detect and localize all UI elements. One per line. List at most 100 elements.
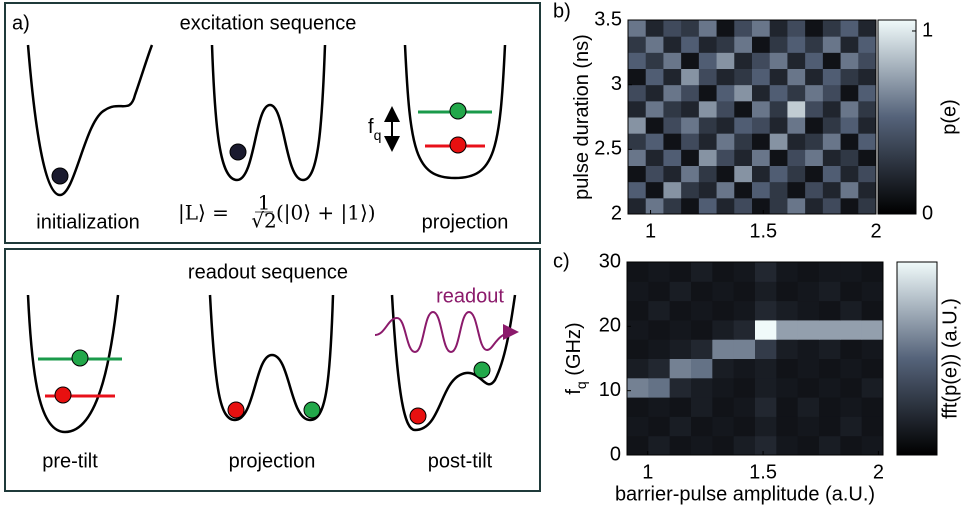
formula-right: (|0⟩ + |1⟩) xyxy=(276,201,376,226)
heatmap-cell xyxy=(822,165,842,183)
heatmap-cell xyxy=(691,300,713,321)
heatmap-cell xyxy=(681,68,700,86)
state-ball xyxy=(473,361,491,379)
heatmap-cell xyxy=(840,377,863,398)
heatmap-cell xyxy=(861,300,884,321)
heatmap-cell xyxy=(840,100,859,118)
heatmap-cell xyxy=(805,133,824,150)
heatmap-cell xyxy=(797,300,820,321)
panel-title: excitation sequence xyxy=(180,12,357,34)
heatmap-cell xyxy=(691,281,713,302)
heatmap-cell xyxy=(691,262,713,282)
heatmap-cell xyxy=(712,262,735,282)
heatmap-cell xyxy=(628,133,647,150)
heatmap-cell xyxy=(797,262,820,282)
heatmap-cell xyxy=(645,133,664,150)
heatmap-cell xyxy=(734,36,753,53)
heatmap-cell xyxy=(787,68,806,86)
heatmap-cell xyxy=(716,133,735,150)
heatmap-cell xyxy=(628,68,647,86)
heatmap-cell xyxy=(716,117,735,134)
heatmap-cell xyxy=(681,36,700,53)
heatmap-cell xyxy=(628,117,647,134)
heatmap-cell xyxy=(840,36,859,53)
heatmap-cell xyxy=(805,165,824,183)
y-tick-label: 0 xyxy=(610,443,621,465)
heatmap-cell xyxy=(734,133,753,150)
panel-frame xyxy=(4,248,541,492)
formula-den: √2 xyxy=(251,209,276,233)
heatmap-cell xyxy=(628,52,647,69)
heatmap-cell xyxy=(769,20,788,37)
heatmap-cell xyxy=(734,165,753,183)
heatmap-cell xyxy=(752,36,771,53)
heatmap-cell xyxy=(861,319,884,340)
heatmap-cell xyxy=(822,84,842,102)
heatmap-cell xyxy=(787,20,806,37)
heatmap-cell xyxy=(797,281,820,302)
fq-label: fq xyxy=(368,116,381,142)
heatmap-cell xyxy=(819,300,841,321)
y-axis-label-part: (GHz) xyxy=(563,322,585,381)
heatmap-cell xyxy=(755,435,777,456)
potential-well xyxy=(403,44,507,180)
heatmap-cell xyxy=(628,165,647,183)
heatmap-cell xyxy=(769,68,788,86)
heatmap-cell xyxy=(645,181,664,199)
heatmap-cell xyxy=(628,197,647,215)
heatmap-cell xyxy=(628,100,647,118)
heatmap-cell xyxy=(755,397,777,417)
heatmap-cell xyxy=(663,84,682,102)
heatmap-cell xyxy=(734,197,753,215)
heatmap-cell xyxy=(840,319,863,340)
formula-left: |L⟩ = xyxy=(178,201,229,226)
heatmap-cell xyxy=(681,165,700,183)
heatmap-cell xyxy=(797,339,820,359)
heatmap-cell xyxy=(663,68,682,86)
heatmap-cell xyxy=(627,281,649,302)
heatmap-cell xyxy=(776,416,799,437)
heatmap-cell xyxy=(861,377,884,398)
heatmap-cell xyxy=(752,149,771,166)
heatmap-cell xyxy=(669,435,692,456)
heatmap-cell xyxy=(787,100,806,118)
heatmap-cell xyxy=(840,358,863,379)
heatmap-cell xyxy=(716,84,735,102)
state-ball xyxy=(449,136,467,154)
heatmap-cell xyxy=(755,281,777,302)
heatmap-cell xyxy=(698,36,718,53)
heatmap-cell xyxy=(819,435,841,456)
colorbar-tick-label: 0 xyxy=(922,202,933,224)
heatmap-cell xyxy=(776,397,799,417)
heatmap-cell xyxy=(645,100,664,118)
x-tick-label: 1 xyxy=(642,461,653,483)
potential-well xyxy=(210,44,327,182)
fq-main: f xyxy=(368,116,374,138)
heatmap-cell xyxy=(858,68,877,86)
heatmap-cell xyxy=(733,397,756,417)
heatmap-cell xyxy=(681,20,700,37)
heatmap-cell xyxy=(752,117,771,134)
heatmap-cell xyxy=(648,435,671,456)
heatmap-cell xyxy=(628,84,647,102)
heatmap-cell xyxy=(776,262,799,282)
fq-sub: q xyxy=(374,127,382,143)
caption: projection xyxy=(422,211,509,233)
heatmap-cell xyxy=(691,339,713,359)
heatmap-cell xyxy=(733,339,756,359)
heatmap-cell xyxy=(669,281,692,302)
heatmap-cell xyxy=(712,397,735,417)
heatmap-cell xyxy=(805,52,824,69)
readout-pulse xyxy=(374,310,519,354)
heatmap-cell xyxy=(712,319,735,340)
heatmap-cell xyxy=(805,36,824,53)
heatmap-cell xyxy=(769,149,788,166)
heatmap-cell xyxy=(716,165,735,183)
heatmap-cell xyxy=(669,300,692,321)
y-tick-label: 30 xyxy=(599,250,621,272)
heatmap-cell xyxy=(805,197,824,215)
state-ball xyxy=(71,349,89,367)
heatmap-cell xyxy=(716,36,735,53)
heatmap-cell xyxy=(840,165,859,183)
heatmap-cell xyxy=(819,377,841,398)
